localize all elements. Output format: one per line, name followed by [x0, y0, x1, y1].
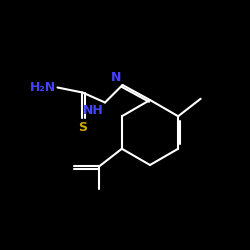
Text: S: S: [78, 120, 87, 134]
Text: NH: NH: [83, 104, 104, 117]
Text: H₂N: H₂N: [30, 81, 56, 94]
Text: N: N: [111, 71, 121, 84]
